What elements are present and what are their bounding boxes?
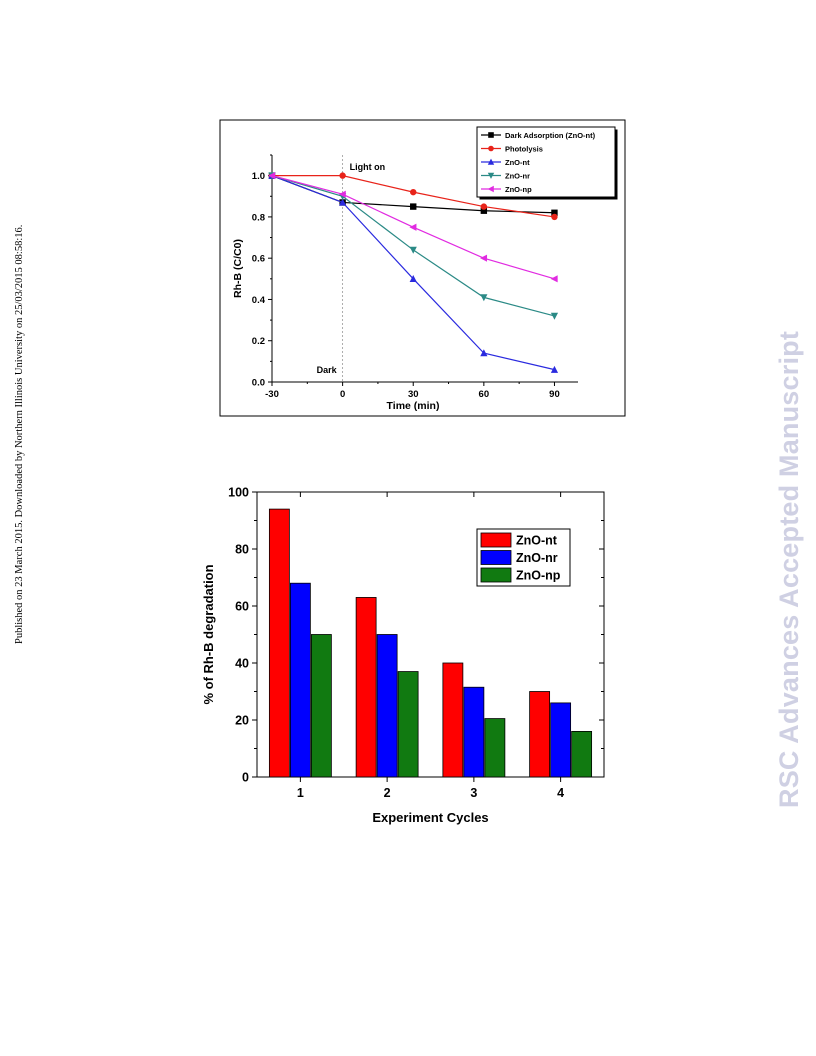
bar-zno-nr (550, 702, 572, 778)
legend-swatch (480, 567, 512, 583)
legend-label: ZnO-nt (516, 534, 558, 548)
bar-zno-nt (442, 662, 464, 778)
data-point (409, 275, 417, 283)
legend-label: Photolysis (505, 145, 543, 154)
x-tick-label: 1 (297, 786, 304, 800)
bar-zno-nt (355, 597, 377, 778)
data-point (339, 198, 347, 206)
data-point (410, 188, 417, 196)
data-point (338, 190, 346, 198)
data-point (339, 172, 346, 179)
data-point (480, 254, 488, 262)
data-point (409, 246, 417, 254)
bar-zno-nr (463, 686, 485, 778)
data-point (480, 203, 488, 210)
data-point (487, 172, 495, 179)
x-tick-label: 3 (470, 786, 477, 800)
data-point (487, 158, 495, 165)
data-point (551, 209, 558, 216)
legend-label: ZnO-np (505, 185, 532, 194)
y-axis-label: Rh-B (C/C0) (232, 239, 244, 298)
legend-swatch (480, 550, 512, 565)
bar-chart: 0 20 40 60 80 100 1 2 3 4 Experiment Cycles % of Rh… (201, 486, 605, 825)
bar-zno-nt (529, 691, 551, 778)
light-on-annotation: Light on (350, 162, 386, 172)
x-tick-label: 90 (549, 389, 560, 400)
y-tick-label: 0.6 (252, 254, 265, 265)
bar-zno-np (310, 634, 332, 778)
y-axis-label: % of Rh-B degradation (201, 564, 216, 704)
x-tick-label: 0 (340, 389, 345, 400)
y-tick-label: 80 (235, 543, 249, 557)
series-zno-np (268, 172, 558, 283)
data-point (480, 207, 488, 214)
legend-label: ZnO-np (516, 569, 561, 583)
x-tick-label: -30 (265, 389, 279, 400)
x-tick-label: 4 (557, 786, 564, 800)
y-tick-label: 0.2 (252, 336, 265, 347)
bar-zno-nr (376, 634, 398, 778)
series-zno-nr (268, 172, 559, 320)
y-tick-label: 0.4 (252, 295, 266, 306)
line-chart-legend: Dark Adsorption (ZnO-nt) Photolysis ZnO-nt… (476, 126, 618, 200)
x-axis-label: Time (min) (387, 400, 440, 412)
line-chart: -30 0 30 60 90 0.0 0.2 0.4 0.6 0.8 1.0 Time (min) Rh… (232, 126, 618, 412)
bar-chart-legend: ZnO-nt ZnO-nr ZnO-np (476, 528, 571, 587)
data-point (480, 349, 488, 357)
y-tick-label: 100 (228, 486, 249, 500)
legend-label: ZnO-nt (505, 158, 530, 167)
x-tick-label: 60 (479, 389, 490, 400)
legend-label: ZnO-nr (516, 551, 558, 565)
data-point (551, 213, 558, 221)
data-point (409, 223, 417, 231)
bar-zno-np (397, 671, 419, 778)
data-point (480, 294, 488, 302)
y-tick-label: 20 (235, 714, 249, 728)
data-point (550, 365, 559, 373)
data-point (268, 172, 276, 180)
bar-zno-np (571, 731, 593, 778)
legend-swatch (480, 532, 512, 548)
bar-zno-np (484, 718, 506, 778)
data-point (488, 132, 494, 138)
y-tick-label: 0.0 (252, 378, 265, 389)
x-tick-label: 2 (384, 786, 391, 800)
y-tick-label: 0.8 (252, 212, 265, 223)
bar-zno-nt (268, 508, 290, 778)
data-point (488, 145, 494, 152)
data-point (487, 185, 494, 193)
bar-zno-nr (289, 582, 311, 778)
y-tick-label: 40 (235, 657, 249, 671)
y-tick-label: 0 (242, 771, 249, 785)
legend-label: ZnO-nr (505, 172, 530, 181)
legend-label: Dark Adsorption (ZnO-nt) (505, 131, 596, 140)
x-tick-label: 30 (408, 389, 419, 400)
data-point (410, 203, 417, 210)
data-point (550, 275, 558, 283)
data-point (550, 312, 559, 320)
y-tick-label: 60 (235, 600, 249, 614)
x-axis-label: Experiment Cycles (372, 810, 488, 825)
dark-annotation: Dark (317, 365, 338, 375)
y-tick-label: 1.0 (252, 171, 265, 182)
